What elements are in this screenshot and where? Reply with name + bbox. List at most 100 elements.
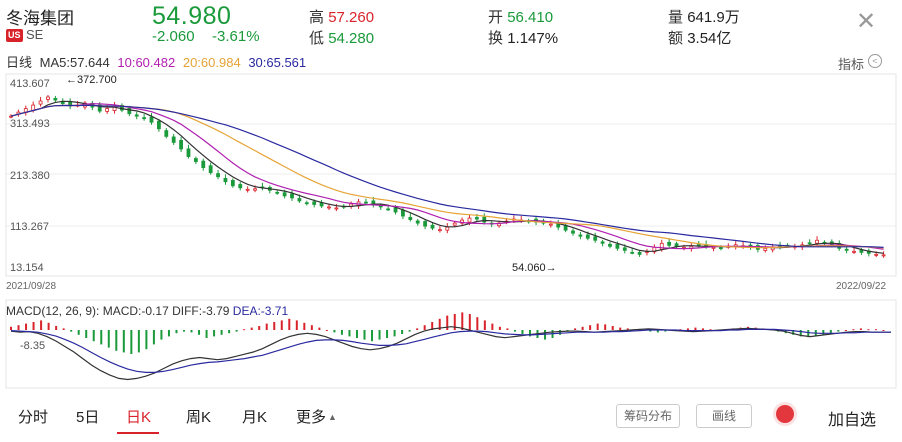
dea-line	[10, 328, 891, 373]
candle-body	[238, 184, 243, 189]
macd-histogram-bar	[10, 326, 12, 330]
macd-histogram-bar	[574, 328, 577, 330]
candle-body	[149, 116, 154, 123]
tab-monthly-k[interactable]: 月K	[242, 409, 268, 426]
candle-body	[881, 254, 886, 257]
candle-body	[297, 198, 302, 202]
macd-histogram-bar	[852, 329, 855, 331]
candle-body	[452, 222, 457, 226]
x-end-date: 2022/09/22	[836, 281, 887, 292]
macd-histogram-bar	[160, 330, 163, 340]
price-change-pct: -3.61%	[212, 28, 260, 45]
indicator-button[interactable]: 指标	[838, 57, 865, 72]
macd-title: MACD(12, 26, 9):	[6, 304, 100, 318]
macd-frame	[5, 299, 897, 389]
macd-histogram-bar	[679, 329, 682, 331]
kline-chart[interactable]	[0, 0, 902, 400]
macd-histogram-bar	[130, 330, 133, 354]
tab-intraday[interactable]: 分时	[18, 409, 49, 426]
macd-histogram-bar	[55, 326, 58, 330]
macd-histogram-bar	[265, 323, 268, 330]
turnover-stat: 换 1.147%	[488, 27, 558, 48]
macd-histogram-bar	[258, 326, 261, 330]
macd-histogram-bar	[461, 312, 464, 330]
chevron-left-circle-icon[interactable]: <	[868, 54, 882, 68]
macd-histogram-bar	[483, 320, 486, 330]
macd-histogram-bar	[468, 314, 471, 330]
macd-histogram-bar	[408, 330, 411, 332]
macd-histogram-bar	[243, 329, 246, 331]
amount-label: 额	[668, 30, 684, 47]
macd-histogram-bar	[32, 322, 35, 330]
macd-histogram-bar	[325, 330, 328, 331]
y-tick-label: 313.493	[10, 118, 50, 130]
amount-stat: 额 3.54亿	[668, 27, 731, 48]
macd-histogram-bar	[70, 330, 73, 332]
stock-name: 冬海集团	[6, 9, 74, 28]
macd-histogram-bar	[844, 330, 847, 331]
macd-histogram-bar	[371, 330, 374, 342]
macd-histogram-bar	[47, 322, 50, 330]
macd-histogram-bar	[85, 330, 88, 338]
tab-daily-k[interactable]: 日K	[126, 409, 152, 426]
candle-body	[859, 249, 864, 253]
ma30-value: 30:65.561	[248, 55, 307, 70]
macd-histogram-bar	[310, 325, 313, 330]
candle-body	[334, 207, 339, 210]
macd-histogram-bar	[235, 330, 238, 332]
candle-body	[327, 206, 331, 209]
candle-body	[401, 209, 405, 217]
macd-histogram-bar	[355, 330, 358, 338]
macd-histogram-bar	[17, 325, 20, 330]
macd-histogram-bar	[822, 330, 825, 335]
macd-histogram-bar	[506, 328, 509, 330]
macd-histogram-bar	[874, 329, 877, 331]
tab-5day[interactable]: 5日	[76, 409, 100, 426]
turnover-label: 换	[488, 30, 504, 47]
candle-body	[415, 220, 420, 224]
macd-histogram-bar	[544, 330, 547, 340]
macd-histogram-bar	[604, 324, 607, 330]
macd-histogram-bar	[686, 328, 689, 330]
candle-body	[585, 234, 590, 239]
macd-histogram-bar	[709, 329, 712, 331]
amount-value: 3.54亿	[687, 30, 732, 47]
volume-value: 641.9万	[687, 9, 740, 26]
macd-histogram-bar	[581, 326, 584, 330]
tab-more[interactable]: 更多 ▲	[296, 406, 337, 427]
diff-value: DIFF:-3.79	[172, 304, 230, 318]
candle-body	[474, 217, 479, 220]
record-dot-icon[interactable]	[776, 405, 794, 423]
add-to-watchlist-button[interactable]: 加自选	[828, 412, 877, 429]
candle-body	[53, 98, 58, 101]
draw-line-button[interactable]: 画线	[696, 404, 752, 428]
tab-weekly-k[interactable]: 周K	[186, 409, 212, 426]
candle-body	[593, 236, 598, 241]
chip-distribution-button[interactable]: 筹码分布	[616, 404, 680, 428]
x-start-date: 2021/09/28	[6, 281, 57, 292]
macd-histogram-bar	[115, 330, 118, 351]
candle-body	[667, 241, 672, 246]
macd-histogram-bar	[513, 330, 516, 332]
ma5-value: MA5:57.644	[39, 55, 110, 70]
macd-histogram-bar	[228, 330, 231, 334]
close-icon[interactable]: ✕	[856, 8, 877, 35]
candle-body	[171, 136, 176, 143]
macd-histogram-bar	[107, 330, 110, 348]
macd-histogram-bar	[205, 330, 208, 338]
candle-body	[482, 216, 487, 223]
macd-histogram-bar	[446, 315, 449, 330]
macd-histogram-bar	[363, 330, 366, 340]
price-change: -2.060	[152, 28, 195, 45]
candle-body	[193, 158, 198, 162]
candle-body	[608, 243, 612, 247]
last-price: 54.980	[152, 2, 232, 30]
candle-body	[312, 201, 317, 205]
macd-value: MACD:-0.17	[102, 304, 169, 318]
candle-body	[445, 226, 450, 231]
macd-histogram-bar	[431, 322, 434, 330]
candle-body	[630, 251, 635, 254]
macd-legend: MACD(12, 26, 9): MACD:-0.17 DIFF:-3.79 D…	[6, 304, 288, 318]
candle-body	[290, 193, 294, 199]
y-tick-label: 113.267	[10, 221, 49, 233]
